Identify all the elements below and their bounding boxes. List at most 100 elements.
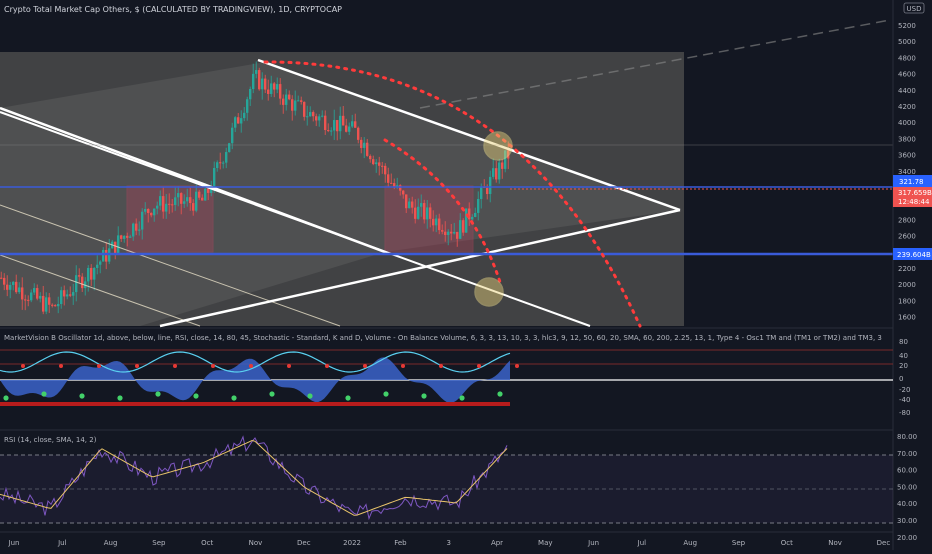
candle-body [45, 297, 48, 312]
osc-signal-dot [21, 364, 25, 368]
candle-body [183, 201, 186, 204]
candle-body [507, 150, 510, 159]
candle-body [189, 197, 192, 204]
candle-body [75, 275, 78, 293]
oscillator-pane: MarketVision B Oscillator 1d, above, bel… [0, 327, 910, 417]
time-tick-label: Nov [249, 539, 263, 547]
main-pane: Crypto Total Market Cap Others, $ (CALCU… [0, 5, 893, 328]
candle-body [447, 231, 450, 236]
candle-body [336, 120, 339, 132]
osc-tick-label: -20 [899, 386, 910, 394]
osc-bottom-strip [0, 402, 510, 406]
osc-signal-dot [363, 364, 367, 368]
osc-fast-line [0, 351, 511, 373]
candle-body [297, 100, 300, 102]
price-tick-label: 2600 [898, 233, 916, 241]
candle-body [186, 197, 189, 202]
candle-body [387, 174, 390, 183]
price-tick-label: 5000 [898, 38, 916, 46]
candle-body [33, 288, 36, 293]
candle-body [51, 304, 54, 306]
price-tick-label: 3400 [898, 168, 916, 176]
candle-body [198, 191, 201, 198]
candle-body [201, 197, 204, 201]
candle-body [306, 116, 309, 118]
candle-body [372, 159, 375, 165]
osc-signal-dot [421, 393, 427, 399]
osc-signal-dot [477, 364, 481, 368]
candle-body [366, 142, 369, 156]
candle-body [93, 267, 96, 280]
price-tick-label: 2800 [898, 216, 916, 224]
candle-body [486, 187, 489, 195]
candle-body [429, 207, 432, 219]
channel-line-1 [0, 204, 341, 327]
price-tick-label: 3600 [898, 152, 916, 160]
last-price-badge [893, 187, 932, 207]
candle-body [171, 204, 174, 206]
candle-body [222, 162, 225, 164]
candle-body [174, 197, 177, 205]
time-tick-label: Feb [394, 539, 407, 547]
osc-signal-dot [117, 395, 123, 401]
candle-body [378, 162, 381, 166]
time-axis[interactable]: Jun Jul Aug Sep Oct Nov Dec 2022 Feb 3 Apr May Jun Ju… [0, 531, 893, 547]
candle-body [72, 292, 75, 296]
time-tick-label: Dec [877, 539, 891, 547]
candle-body [69, 294, 72, 296]
candle-body [36, 288, 39, 299]
candle-body [6, 284, 9, 290]
time-tick-label: Sep [732, 539, 746, 547]
candle-body [156, 205, 159, 209]
time-tick-label: Nov [828, 539, 842, 547]
candle-body [324, 115, 327, 131]
candle-body [417, 206, 420, 219]
osc-signal-dot [439, 364, 443, 368]
candle-body [96, 264, 99, 268]
time-tick-label: Jul [637, 539, 647, 547]
osc-signal-dot [41, 391, 47, 397]
currency-badge-label: USD [907, 5, 922, 13]
candle-body [18, 287, 21, 293]
rsi-tick-label: 30.00 [897, 517, 917, 525]
price-tick-label: 2000 [898, 281, 916, 289]
time-tick-label: Oct [781, 539, 793, 547]
candle-body [390, 182, 393, 184]
candle-body [216, 162, 219, 169]
time-tick-label: Sep [152, 539, 166, 547]
candle-body [105, 249, 108, 262]
candle-body [321, 115, 324, 117]
candle-body [153, 208, 156, 216]
candle-body [48, 297, 51, 305]
candle-body [363, 142, 366, 148]
upper-trendline [257, 58, 681, 212]
time-tick-label: Aug [683, 539, 697, 547]
candle-body [501, 162, 504, 169]
last-price-label: 317.659B [898, 189, 932, 197]
upper-level-badge [893, 175, 932, 187]
candle-body [0, 277, 3, 279]
candle-body [30, 292, 33, 301]
currency-badge[interactable] [903, 2, 925, 14]
osc-signal-dot [459, 395, 465, 401]
candle-body [195, 191, 198, 211]
candle-body [408, 201, 411, 209]
candle-body [213, 168, 216, 189]
osc-signal-dot [269, 391, 275, 397]
time-tick-label: Apr [491, 539, 503, 547]
candle-body [498, 162, 501, 180]
osc-signal-dot [59, 364, 63, 368]
candle-body [333, 120, 336, 131]
candle-body [459, 220, 462, 239]
candle-body [192, 203, 195, 211]
channel-line-2 [0, 254, 201, 327]
candle-body [114, 241, 117, 254]
osc-signal-dot [287, 364, 291, 368]
chart-title: Crypto Total Market Cap Others, $ (CALCU… [4, 5, 342, 14]
candle-body [81, 276, 84, 289]
osc-signal-dot [79, 393, 85, 399]
price-axis[interactable]: USD 5200 5000 4800 4600 4400 4200 4000 3800 3600… [892, 0, 932, 550]
candle-body [237, 117, 240, 124]
